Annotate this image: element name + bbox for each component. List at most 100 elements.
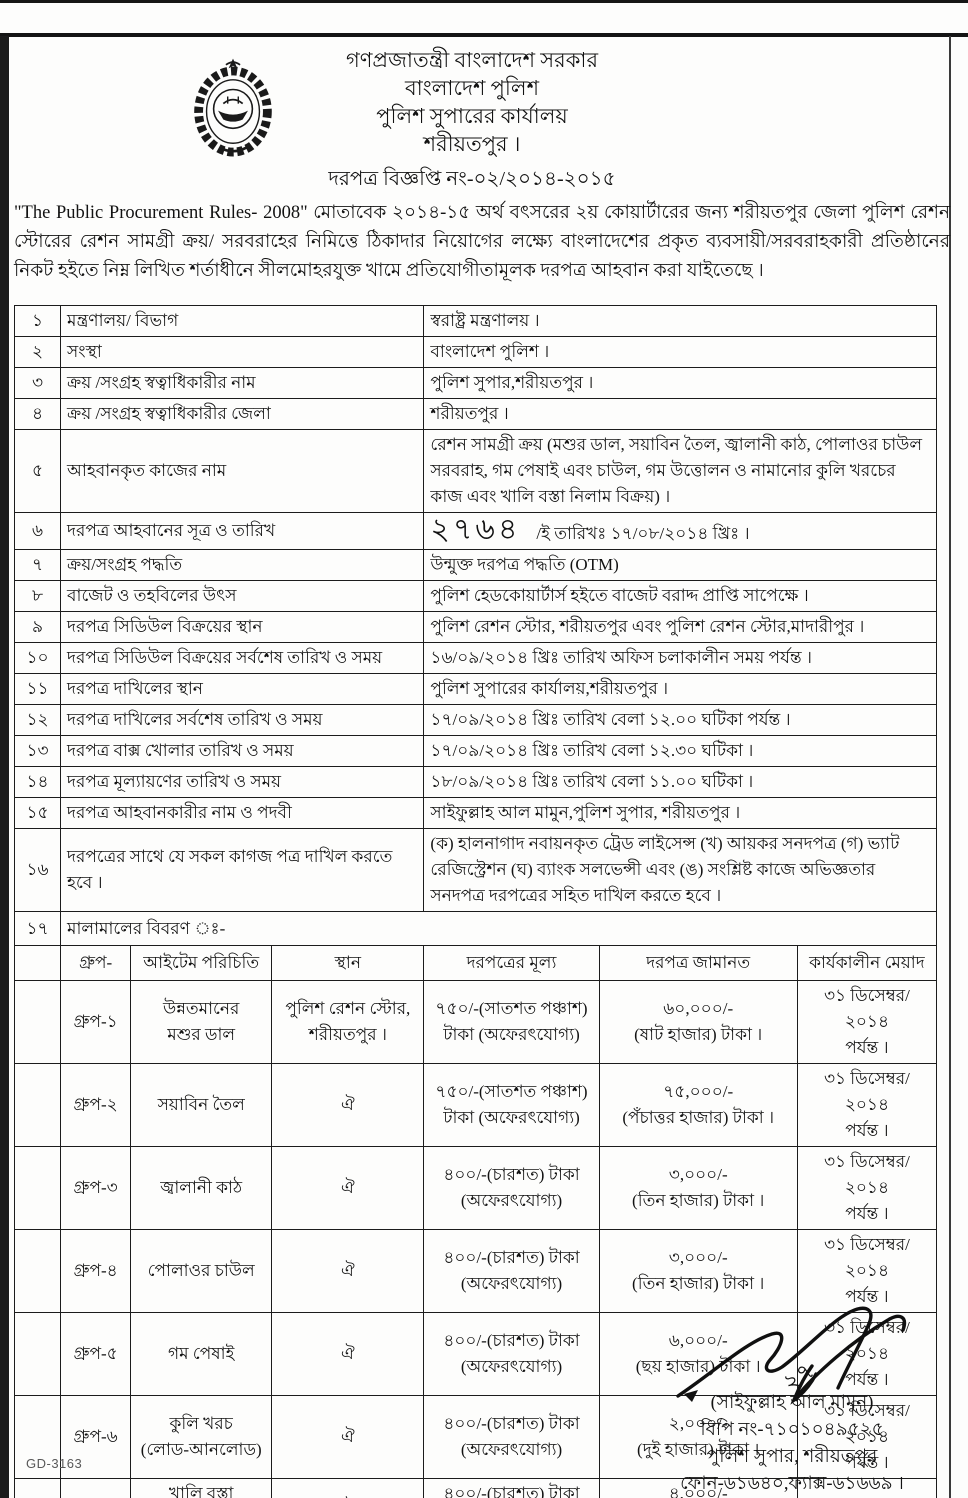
column-header: দরপত্র জামানত bbox=[598, 945, 798, 981]
tender-info-row: ৩ ক্রয় /সংগ্রহ স্বত্বাধিকারীর নাম পুলিশ স… bbox=[13, 367, 937, 399]
empty-cell bbox=[13, 945, 62, 981]
row-value: বাংলাদেশ পুলিশ । bbox=[423, 336, 937, 368]
district-title: শরীয়তপুর । bbox=[423, 132, 521, 156]
place-cell: ঐ bbox=[271, 1146, 425, 1230]
row-value: উন্মুক্ত দরপত্র পদ্ধতি (OTM) bbox=[423, 549, 937, 581]
row-value: পুলিশ রেশন স্টোর, শরীয়তপুর এবং পুলিশ রে… bbox=[423, 611, 937, 643]
tender-info-row: ৫ আহবানকৃত কাজের নাম রেশন সামগ্রী ক্রয় (ম… bbox=[13, 429, 937, 513]
item-group-row: গ্রুপ-৩ জ্বালানী কাঠ ঐ ৪০০/-(চারশত) টাকা (অ… bbox=[13, 1146, 938, 1230]
empty-cell bbox=[13, 1312, 62, 1396]
top-border-rule bbox=[0, 33, 968, 37]
group-id-cell: গ্রুপ-৩ bbox=[60, 1146, 132, 1230]
row-value: সাইফুল্লাহ আল মামুন,পুলিশ সুপার, শরীয়তপ… bbox=[423, 797, 937, 829]
row-value: ১৭/০৯/২০১৪ খ্রিঃ তারিখ বেলা ১২.৩০ ঘটিকা … bbox=[423, 735, 937, 767]
group-id-cell: গ্রুপ-২ bbox=[60, 1063, 132, 1147]
row-serial: ১৭ bbox=[13, 911, 62, 946]
empty-cell bbox=[13, 980, 62, 1064]
signatory-designation: পুলিশ সুপার, শরীয়তপুর bbox=[706, 1447, 878, 1467]
place-cell: পুলিশ রেশন স্টোর, শরীয়তপুর । bbox=[271, 980, 425, 1064]
items-header-row: গ্রুপ- আইটেম পরিচিতি স্থান দরপত্রের মূল্য দর… bbox=[13, 945, 938, 981]
row-serial: ১৬ bbox=[13, 828, 62, 912]
row-label: দরপত্র সিডিউল বিক্রয়ের সর্বশেষ তারিখ ও … bbox=[60, 642, 425, 674]
signatory-name: (সাইফুল্লাহ আল মামুন) bbox=[710, 1393, 874, 1413]
price-cell: ৭৫০/-(সাতশত পঞ্চাশ) টাকা (অফেরৎযোগ্য) bbox=[423, 980, 600, 1064]
row-value: ২৭৬৪/ই তারিখঃ ১৭/০৮/২০১৪ খ্রিঃ । bbox=[423, 512, 937, 550]
row-label: আহবানকৃত কাজের নাম bbox=[60, 429, 425, 513]
deposit-cell: ৩,০০০/- (তিন হাজার) টাকা । bbox=[598, 1229, 798, 1313]
column-header: স্থান bbox=[271, 945, 425, 981]
tender-info-row: ১০ দরপত্র সিডিউল বিক্রয়ের সর্বশেষ তারিখ … bbox=[13, 642, 937, 674]
duration-cell: ৩১ ডিসেম্বর/ ২০১৪ পর্যন্ত । bbox=[796, 980, 938, 1064]
item-group-row: গ্রুপ-২ সয়াবিন তৈল ঐ ৭৫০/-(সাতশত পঞ্চাশ) ট… bbox=[13, 1063, 938, 1147]
row-serial: ৩ bbox=[13, 367, 62, 399]
government-title: গণপ্রজাতন্ত্রী বাংলাদেশ সরকার bbox=[345, 48, 599, 72]
deposit-cell: ২,০০০/- (দুই হাজার) টাকা । bbox=[598, 1395, 798, 1479]
document-header: গণপ্রজাতন্ত্রী বাংলাদেশ সরকার বাংলাদেশ প… bbox=[0, 46, 944, 192]
row-value: শরীয়তপুর । bbox=[423, 398, 937, 430]
signatory-phone: ফোন-৬১৬৪০,ফ্যাক্স-৬১৬৬৯ । bbox=[680, 1474, 904, 1494]
row-label: দরপত্র দাখিলের সর্বশেষ তারিখ ও সময় bbox=[60, 704, 425, 736]
price-cell: ৪০০/-(চারশত) টাকা (অফেরৎযোগ্য) bbox=[423, 1478, 600, 1498]
row-serial: ১০ bbox=[13, 642, 62, 674]
row-label: মন্ত্রণালয়/ বিভাগ bbox=[60, 305, 425, 337]
row-serial: ৪ bbox=[13, 398, 62, 430]
row-value: স্বরাষ্ট্র মন্ত্রণালয় । bbox=[423, 305, 937, 337]
place-cell: ঐ bbox=[271, 1312, 425, 1396]
tender-info-row: ২ সংস্থা বাংলাদেশ পুলিশ । bbox=[13, 336, 937, 368]
items-section-row: ১৭ মালামালের বিবরণ ঃ- bbox=[13, 911, 937, 946]
row-label: দরপত্র আহবানের সূত্র ও তারিখ bbox=[60, 512, 425, 550]
item-group-row: গ্রুপ-৭খালি বস্তা (নিলাম বিক্রয়)ঐ৪০০/-(… bbox=[13, 1478, 938, 1498]
row-serial: ১৩ bbox=[13, 735, 62, 767]
row-serial: ৮ bbox=[13, 580, 62, 612]
deposit-cell: ৭৫,০০০/- (পঁচাত্তর হাজার) টাকা । bbox=[598, 1063, 798, 1147]
signature-scribble: ২৭ bbox=[676, 1306, 907, 1405]
page-right-border bbox=[949, 36, 951, 1498]
price-cell: ৪০০/-(চারশত) টাকা (অফেরৎযোগ্য) bbox=[423, 1312, 600, 1396]
place-cell: ঐ bbox=[271, 1229, 425, 1313]
row-value: পুলিশ সুপারের কার্যালয়,শরীয়তপুর । bbox=[423, 673, 937, 705]
row-serial: ৯ bbox=[13, 611, 62, 643]
intro-paragraph: "The Public Procurement Rules- 2008" মোত… bbox=[14, 203, 950, 281]
scan-left-edge bbox=[0, 36, 9, 1498]
memo-number: ২৭৬৪ bbox=[430, 513, 521, 546]
item-name-cell: খালি বস্তা (নিলাম বিক্রয়) bbox=[130, 1478, 273, 1498]
item-group-row: গ্রুপ-১ উন্নতমানের মশুর ডাল পুলিশ রেশন স্ট… bbox=[13, 980, 938, 1064]
column-header: কার্যকালীন মেয়াদ bbox=[796, 945, 938, 981]
signatory-bp-number: বিপি নং-৭১০১০৪৯৫২৫ bbox=[700, 1420, 884, 1440]
price-cell: ৪০০/-(চারশত) টাকা (অফেরৎযোগ্য) bbox=[423, 1146, 600, 1230]
tender-info-row: ৭ ক্রয়/সংগ্রহ পদ্ধতি উন্মুক্ত দরপত্র পদ্ধ… bbox=[13, 549, 937, 581]
price-cell: ৭৫০/-(সাতশত পঞ্চাশ) টাকা (অফেরৎযোগ্য) bbox=[423, 1063, 600, 1147]
row-label: দরপত্র দাখিলের স্থান bbox=[60, 673, 425, 705]
organization-title: বাংলাদেশ পুলিশ bbox=[404, 76, 540, 100]
empty-cell bbox=[13, 1395, 62, 1479]
tender-details-table: ১ মন্ত্রণালয়/ বিভাগ স্বরাষ্ট্র মন্ত্রণালয… bbox=[13, 305, 938, 1498]
scan-top-edge bbox=[0, 0, 968, 3]
row-serial: ১৪ bbox=[13, 766, 62, 798]
duration-cell: ৩১ ডিসেম্বর/ ২০১৪ পর্যন্ত । bbox=[796, 1063, 938, 1147]
row-label: সংস্থা bbox=[60, 336, 425, 368]
bangladesh-police-emblem-icon bbox=[194, 58, 272, 157]
tender-info-row: ৪ ক্রয় /সংগ্রহ স্বত্বাধিকারীর জেলা শরীয়ত… bbox=[13, 398, 937, 430]
item-group-row: গ্রুপ-৬ কুলি খরচ (লোড-আনলোড) ঐ ৪০০/-(চারশত)… bbox=[13, 1395, 938, 1479]
row-value: ১৬/০৯/২০১৪ খ্রিঃ তারিখ অফিস চলাকালীন সময… bbox=[423, 642, 937, 674]
duration-cell: ৩১ ডিসেম্বর/ ২০১৪ পর্যন্ত । bbox=[796, 1146, 938, 1230]
tender-info-row: ১ মন্ত্রণালয়/ বিভাগ স্বরাষ্ট্র মন্ত্রণালয… bbox=[13, 305, 937, 337]
row-serial: ১ bbox=[13, 305, 62, 337]
row-serial: ৭ bbox=[13, 549, 62, 581]
tender-info-row: ১২ দরপত্র দাখিলের সর্বশেষ তারিখ ও সময় ১৭/… bbox=[13, 704, 937, 736]
row-serial: ৫ bbox=[13, 429, 62, 513]
tender-info-row: ১৩ দরপত্র বাক্স খোলার তারিখ ও সময় ১৭/০৯/২… bbox=[13, 735, 937, 767]
deposit-cell: ৩,০০০/- (তিন হাজার) টাকা । bbox=[598, 1146, 798, 1230]
column-header: গ্রুপ- bbox=[60, 945, 132, 981]
office-title: পুলিশ সুপারের কার্যালয় bbox=[376, 104, 568, 128]
empty-cell bbox=[13, 1063, 62, 1147]
deposit-cell: ৬০,০০০/- (ষাট হাজার) টাকা । bbox=[598, 980, 798, 1064]
item-name-cell: সয়াবিন তৈল bbox=[130, 1063, 273, 1147]
tender-notice-number: দরপত্র বিজ্ঞপ্তি নং-০২/২০১৪-২০১৫ bbox=[328, 168, 616, 190]
item-name-cell: জ্বালানী কাঠ bbox=[130, 1146, 273, 1230]
row-label: ক্রয়/সংগ্রহ পদ্ধতি bbox=[60, 549, 425, 581]
duration-cell: ৩১ ডিসেম্বর/ ২০১৪ পর্যন্ত । bbox=[796, 1395, 938, 1479]
row-label: দরপত্র বাক্স খোলার তারিখ ও সময় bbox=[60, 735, 425, 767]
row-serial: ১৫ bbox=[13, 797, 62, 829]
column-header: আইটেম পরিচিতি bbox=[130, 945, 273, 981]
